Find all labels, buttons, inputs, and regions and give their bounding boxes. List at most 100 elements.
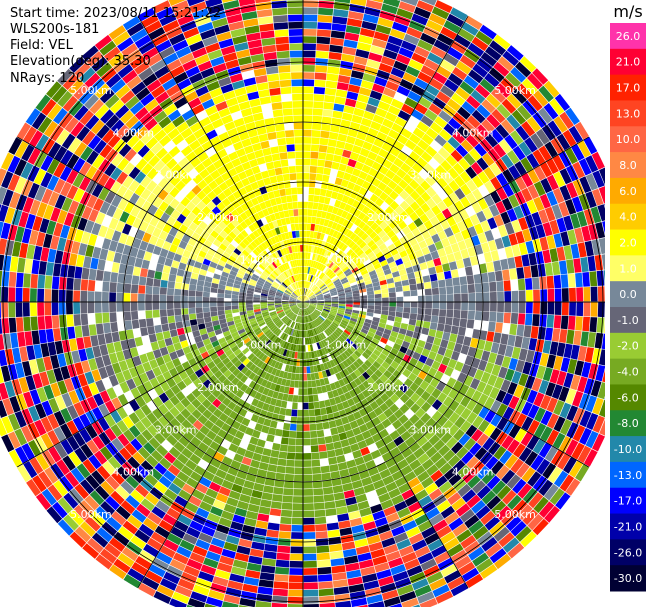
velocity-gate xyxy=(500,258,509,270)
velocity-gate xyxy=(130,302,138,311)
velocity-gate xyxy=(98,403,110,417)
velocity-gate xyxy=(164,422,176,434)
velocity-gate xyxy=(50,207,61,222)
velocity-gate xyxy=(118,263,127,274)
velocity-gate xyxy=(212,216,222,225)
velocity-gate xyxy=(328,228,335,237)
velocity-gate xyxy=(304,259,308,267)
velocity-gate xyxy=(592,188,604,206)
velocity-gate xyxy=(341,400,350,409)
velocity-gate xyxy=(346,459,357,469)
velocity-gate xyxy=(405,453,417,465)
velocity-gate xyxy=(306,281,309,289)
velocity-gate xyxy=(337,346,344,354)
velocity-gate xyxy=(239,292,247,296)
velocity-gate xyxy=(84,72,101,89)
velocity-gate xyxy=(309,305,315,310)
velocity-gate xyxy=(318,341,324,349)
velocity-gate xyxy=(320,240,326,249)
velocity-gate xyxy=(131,284,139,294)
velocity-gate xyxy=(345,238,353,246)
velocity-gate xyxy=(270,244,277,253)
velocity-gate xyxy=(560,274,569,288)
velocity-gate xyxy=(388,557,404,569)
velocity-gate xyxy=(431,388,442,399)
velocity-gate xyxy=(182,249,192,259)
velocity-gate xyxy=(489,386,500,400)
velocity-gate xyxy=(138,40,155,55)
velocity-gate xyxy=(431,233,441,244)
velocity-gate xyxy=(413,376,424,387)
velocity-gate xyxy=(310,303,317,306)
velocity-gate xyxy=(225,235,234,244)
velocity-gate xyxy=(101,238,112,250)
velocity-gate xyxy=(303,288,305,295)
velocity-gate xyxy=(303,122,312,130)
velocity-gate xyxy=(1,416,14,434)
velocity-gate xyxy=(474,223,484,235)
velocity-gate xyxy=(515,231,525,244)
velocity-gate xyxy=(277,545,291,554)
velocity-gate xyxy=(314,188,321,196)
velocity-gate xyxy=(346,181,356,191)
velocity-gate xyxy=(454,293,461,302)
velocity-gate xyxy=(245,361,254,369)
velocity-gate xyxy=(419,262,428,271)
velocity-gate xyxy=(341,195,350,204)
velocity-gate xyxy=(266,529,279,538)
velocity-gate xyxy=(146,412,158,424)
velocity-gate xyxy=(189,40,205,53)
velocity-gate xyxy=(149,359,159,370)
velocity-gate xyxy=(280,273,286,280)
velocity-gate xyxy=(284,290,291,295)
velocity-gate xyxy=(123,201,135,214)
velocity-gate xyxy=(508,424,521,439)
velocity-gate xyxy=(539,276,547,290)
velocity-gate xyxy=(153,432,166,445)
velocity-gate xyxy=(317,304,324,307)
velocity-gate xyxy=(231,436,242,447)
velocity-gate xyxy=(473,273,482,284)
velocity-gate xyxy=(290,373,296,381)
velocity-gate xyxy=(321,287,329,293)
velocity-gate xyxy=(548,466,563,484)
velocity-gate xyxy=(547,302,555,315)
velocity-gate xyxy=(428,266,437,275)
velocity-gate xyxy=(466,179,478,192)
velocity-gate xyxy=(312,115,323,123)
velocity-gate xyxy=(290,553,303,561)
velocity-gate xyxy=(138,276,147,286)
velocity-gate xyxy=(296,302,303,304)
velocity-gate xyxy=(154,129,167,142)
velocity-gate xyxy=(240,366,249,375)
velocity-gate xyxy=(487,374,498,387)
velocity-gate xyxy=(299,316,302,323)
velocity-gate xyxy=(227,243,236,252)
velocity-gate xyxy=(208,589,225,601)
velocity-gate xyxy=(576,287,584,302)
velocity-gate xyxy=(266,266,273,274)
velocity-gate xyxy=(139,353,149,364)
velocity-gate xyxy=(1,318,10,334)
velocity-gate xyxy=(180,397,191,408)
velocity-gate xyxy=(195,302,203,308)
velocity-gate xyxy=(501,235,511,248)
velocity-gate xyxy=(100,548,117,564)
velocity-gate xyxy=(307,387,313,395)
velocity-gate xyxy=(381,348,390,357)
velocity-gate xyxy=(273,337,280,344)
velocity-gate xyxy=(337,288,345,293)
velocity-gate xyxy=(375,397,385,407)
velocity-gate xyxy=(345,25,361,35)
velocity-gate xyxy=(169,329,178,338)
velocity-gate xyxy=(387,105,401,116)
velocity-gate xyxy=(565,199,577,215)
velocity-gate xyxy=(243,276,251,282)
velocity-gate xyxy=(63,492,79,509)
velocity-gate xyxy=(166,377,177,388)
velocity-gate xyxy=(467,246,477,257)
velocity-gate xyxy=(456,334,465,345)
velocity-gate xyxy=(331,306,338,310)
velocity-gate xyxy=(267,255,274,263)
velocity-gate xyxy=(392,419,403,430)
